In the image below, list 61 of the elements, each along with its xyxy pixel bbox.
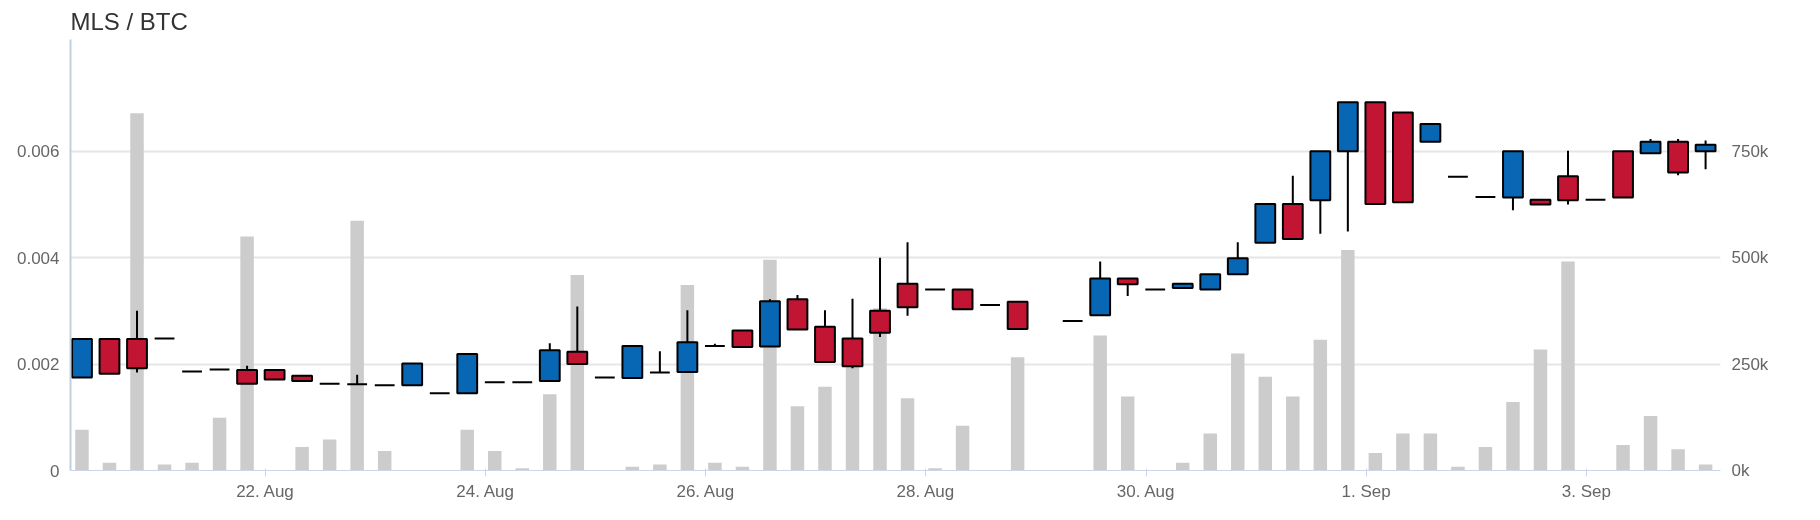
x-tick-label: 26. Aug [676,481,735,501]
candlestick [566,305,589,366]
y2-tick-label: 0k [1731,461,1750,480]
candlestick [1694,139,1717,171]
x-tick-label: 3. Sep [1561,481,1611,501]
bar [1396,433,1410,471]
bar [295,447,309,471]
candlestick [1557,149,1579,206]
bar [900,398,915,471]
bar [955,425,970,471]
bar [543,394,557,471]
bar [708,462,722,471]
bar [1313,339,1328,471]
candlestick [951,288,974,311]
bar [818,386,832,471]
bar [1258,376,1273,471]
bar [515,468,530,471]
bar [1120,396,1135,471]
y-tick-label: 0.004 [16,248,60,268]
bar [185,462,199,471]
bar [75,429,89,471]
y2-tick-label: 500k [1731,248,1769,268]
bar [460,429,474,471]
bar [1506,401,1520,471]
x-tick-label: 24. Aug [456,481,514,501]
bar [1533,349,1548,471]
x-tick-label: 22. Aug [236,481,294,501]
candlestick [1226,241,1249,276]
y2-tick-label: 750k [1731,141,1769,161]
bar [1671,449,1685,471]
candlestick [401,362,424,387]
bar [1478,447,1493,471]
bar [1423,433,1438,471]
candlestick [648,350,671,374]
bar [322,439,337,471]
bar [1093,335,1107,471]
bar [790,406,805,471]
bar [1643,416,1658,471]
x-tick-label: 30. Aug [1116,481,1175,501]
bar [1286,396,1300,471]
y-tick-label: 0.002 [16,355,60,375]
candlestick [896,241,919,317]
bar [1341,250,1355,471]
bar [488,450,502,471]
x-tick-label: 28. Aug [896,481,955,501]
bar [212,417,227,471]
bar [928,468,942,471]
chart-title: MLS / BTC [70,7,188,35]
bar [1231,353,1245,471]
bar [1368,453,1383,471]
y-tick-label: 0 [50,461,60,481]
bar [350,220,364,471]
y-tick-label: 0.006 [16,142,60,162]
bar [377,450,392,471]
bar [1010,357,1025,471]
y2-tick-label: 250k [1731,354,1769,374]
bar [1616,444,1630,471]
candlestick [236,364,258,385]
bar [1561,261,1575,471]
x-tick-label: 1. Sep [1341,481,1391,501]
bar [1203,433,1217,471]
